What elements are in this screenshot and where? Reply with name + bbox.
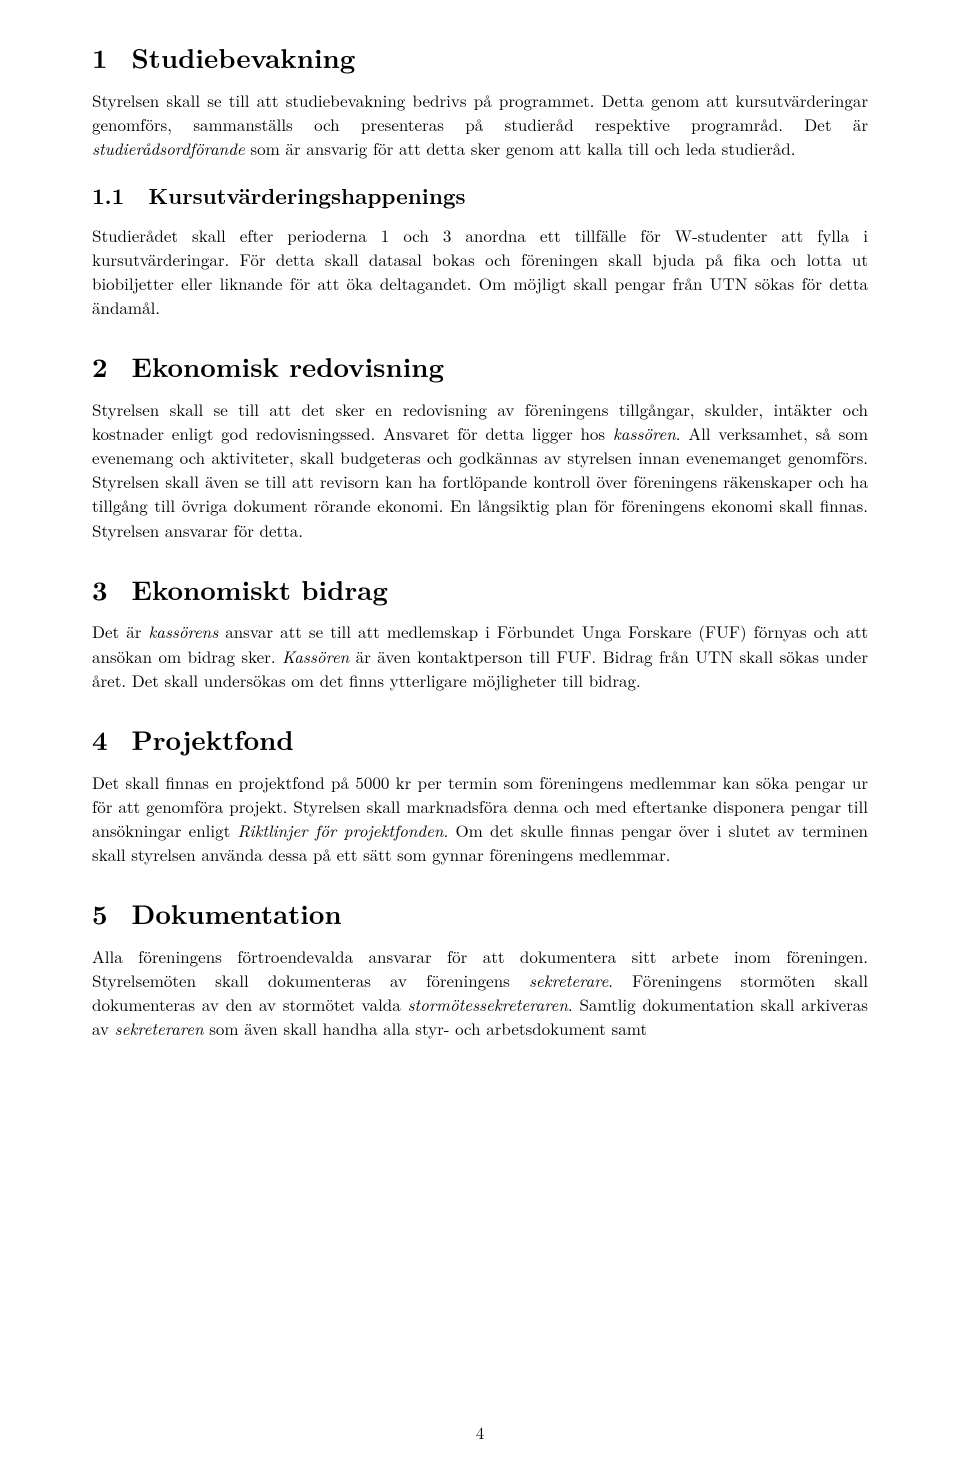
italic-term: studierådsordförande xyxy=(92,136,245,160)
subsection-1-1-paragraph: Studierådet skall efter perioderna 1 och… xyxy=(92,223,868,320)
section-1-title: Studiebevakning xyxy=(132,37,356,76)
italic-term: kassören xyxy=(613,421,676,445)
italic-term: kassörens xyxy=(148,619,218,643)
section-4-paragraph: Det skall finnas en projektfond på 5000 … xyxy=(92,770,868,867)
subsection-1-1-title: Kursutvärderingshappenings xyxy=(148,180,465,211)
section-2-heading: 2 Ekonomisk redovisning xyxy=(92,349,868,383)
document-page: 1 Studiebevakning Styrelsen skall se till… xyxy=(0,0,960,1474)
text-run: Styrelsen skall se till att studiebevakn… xyxy=(92,88,868,136)
section-4-heading: 4 Projektfond xyxy=(92,722,868,756)
section-3-paragraph: Det är kassörens ansvar att se till att … xyxy=(92,619,868,691)
italic-term: sekreterare xyxy=(529,968,608,992)
section-4-title: Projektfond xyxy=(132,719,294,758)
italic-term: stormötessekreteraren xyxy=(408,992,568,1016)
section-1-number: 1 xyxy=(92,40,108,74)
text-run: Det är xyxy=(92,619,148,643)
section-3-heading: 3 Ekonomiskt bidrag xyxy=(92,572,868,606)
page-number: 4 xyxy=(0,1420,960,1444)
section-2-title: Ekonomisk redovisning xyxy=(132,346,445,385)
section-5-heading: 5 Dokumentation xyxy=(92,896,868,930)
section-2-paragraph: Styrelsen skall se till att det sker en … xyxy=(92,397,868,542)
section-1-heading: 1 Studiebevakning xyxy=(92,40,868,74)
subsection-1-1-heading: 1.1 Kursutvärderingshappenings xyxy=(92,182,868,211)
section-5-paragraph: Alla föreningens förtroendevalda ansvara… xyxy=(92,944,868,1041)
section-5-title: Dokumentation xyxy=(132,893,342,932)
subsection-1-1-number: 1.1 xyxy=(92,182,124,211)
section-3-number: 3 xyxy=(92,572,108,606)
section-2-number: 2 xyxy=(92,349,108,383)
section-4-number: 4 xyxy=(92,722,108,756)
section-3-title: Ekonomiskt bidrag xyxy=(132,569,388,608)
italic-term: Riktlinjer för projektfonden xyxy=(237,818,443,842)
text-run: som även skall handha alla styr- och arb… xyxy=(204,1016,647,1040)
text-run: som är ansvarig för att detta sker genom… xyxy=(245,136,796,160)
italic-term: sekreteraren xyxy=(115,1016,204,1040)
section-1-paragraph: Styrelsen skall se till att studiebevakn… xyxy=(92,88,868,160)
italic-term: Kassören xyxy=(282,644,349,668)
section-5-number: 5 xyxy=(92,896,108,930)
